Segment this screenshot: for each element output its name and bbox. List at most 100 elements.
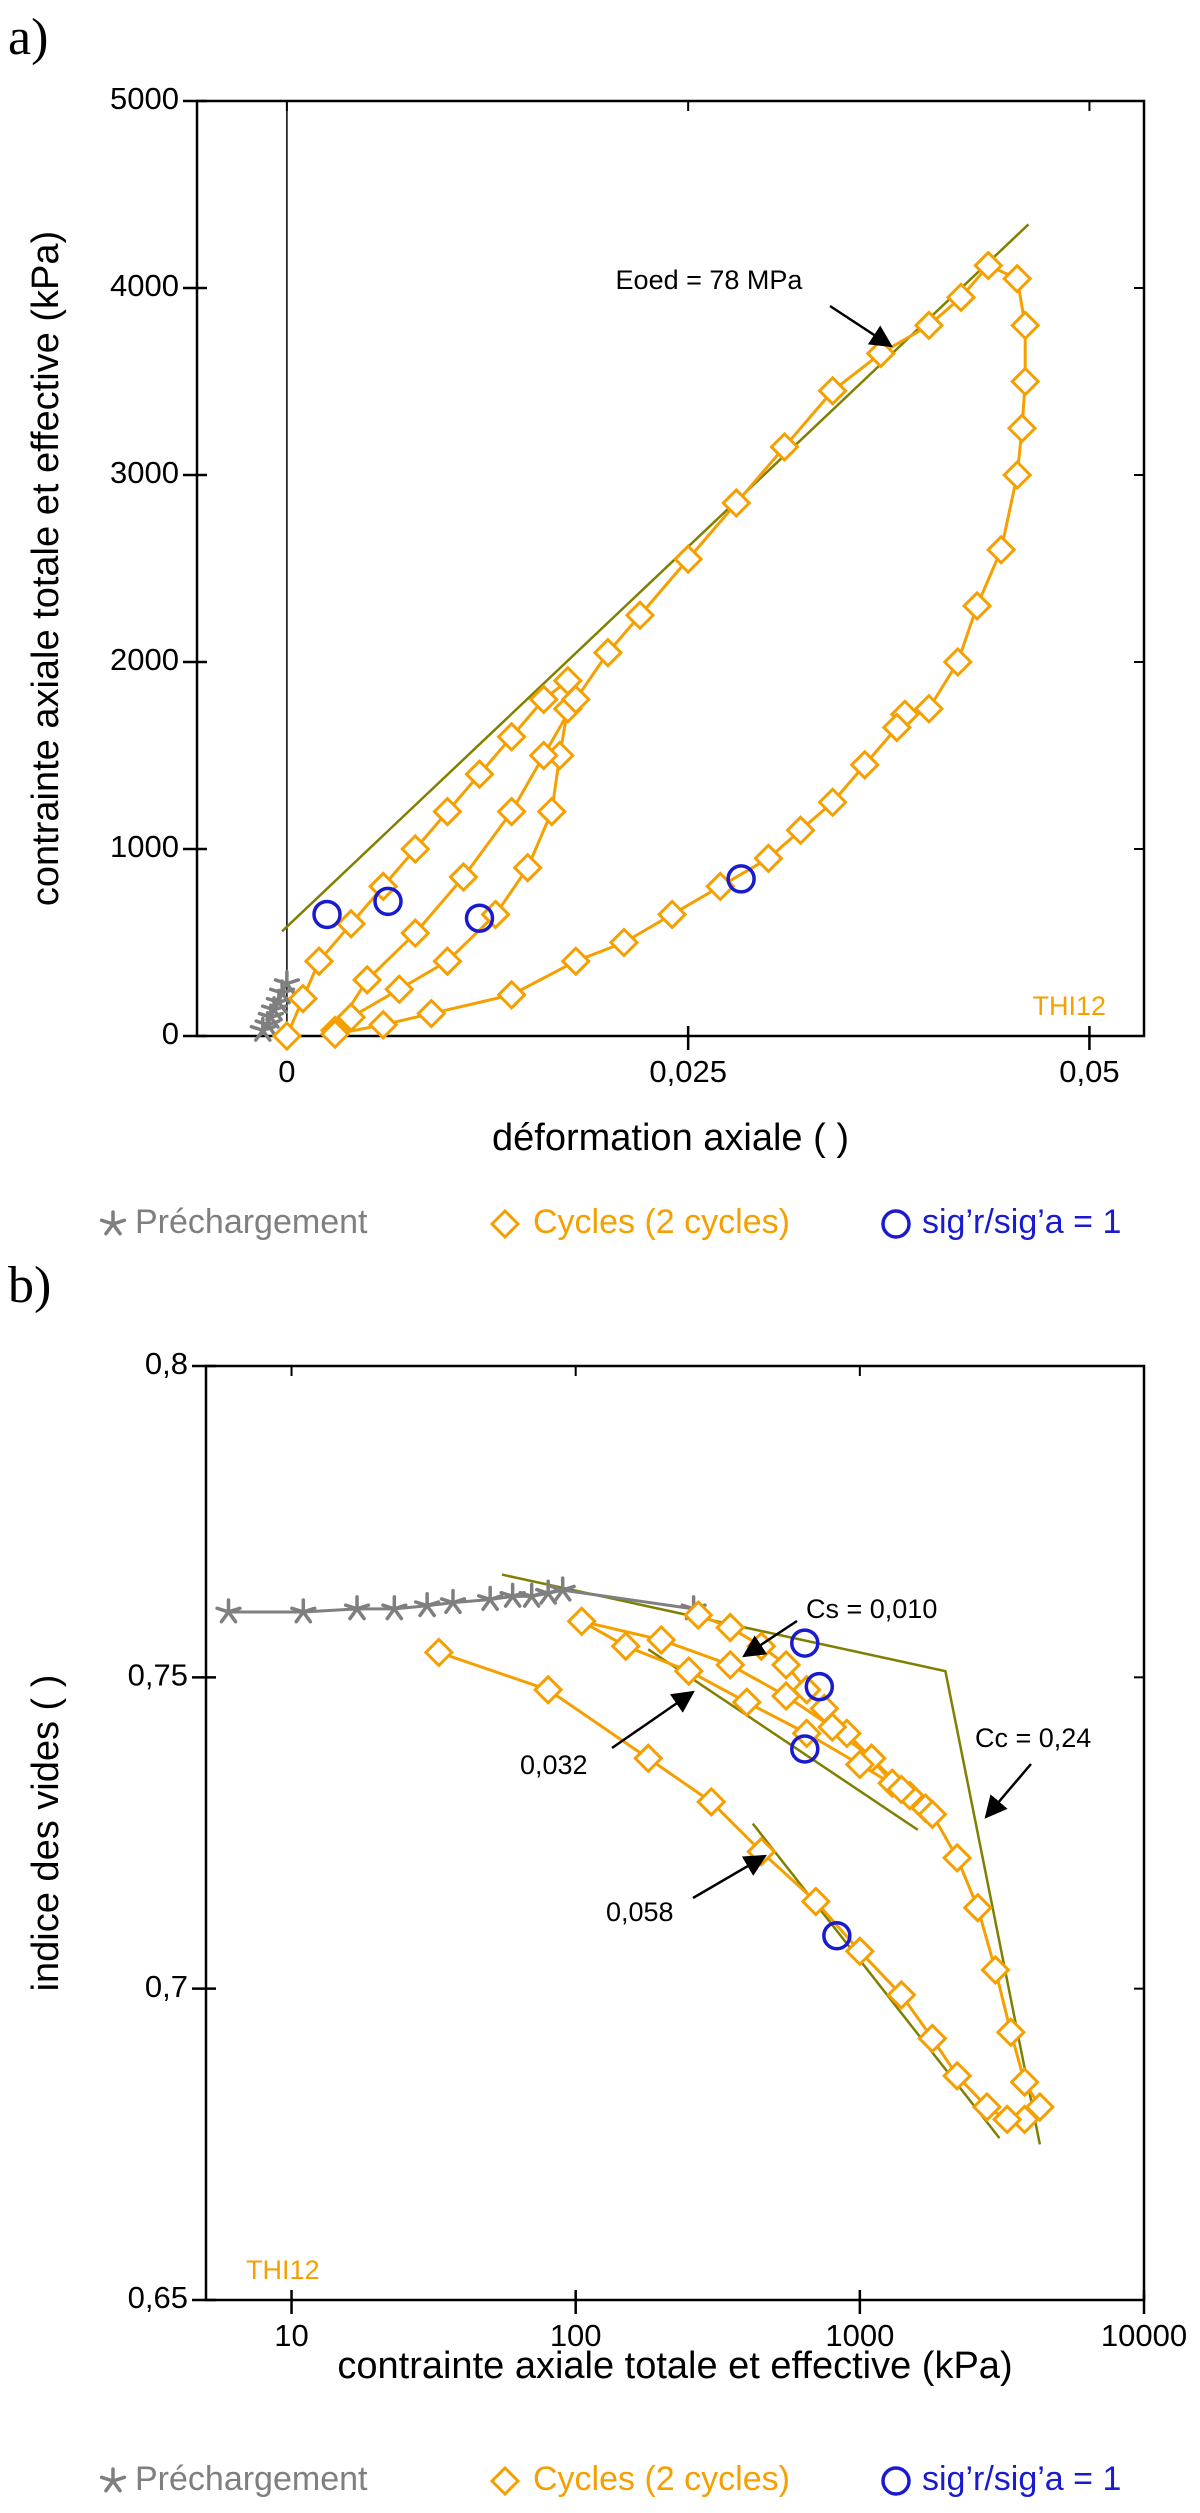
diamond-marker: [566, 1606, 597, 1637]
diamond-marker: [721, 487, 752, 519]
diamond-marker: [1010, 366, 1041, 397]
diamond-marker: [496, 979, 527, 1010]
circle-marker: [822, 1920, 852, 1951]
diamond-marker: [986, 534, 1017, 565]
diamond-marker: [683, 1599, 714, 1631]
diamond-marker: [608, 927, 640, 958]
star-marker: [99, 1210, 127, 1236]
sample-label: THI12: [246, 2255, 320, 2285]
y-tick-label: 4000: [110, 268, 179, 303]
diamond-marker: [368, 1009, 399, 1040]
diamond-marker: [489, 2465, 521, 2497]
diamond-marker: [384, 974, 415, 1005]
trend-line: [501, 1573, 1042, 2145]
circle-marker: [373, 886, 403, 917]
x-tick-label: 1000: [825, 2318, 894, 2353]
star-marker: [99, 2467, 127, 2493]
star-marker: [290, 1598, 317, 1624]
series-line: [285, 264, 1027, 1037]
star-marker: [343, 1595, 371, 1621]
circle-marker: [881, 1209, 911, 1239]
diamond-marker: [352, 964, 383, 996]
y-tick-label: 5000: [110, 81, 179, 116]
diamond-marker: [800, 1886, 831, 1917]
y-tick-label: 2000: [110, 642, 179, 677]
diamond-marker: [528, 740, 559, 771]
star-marker: [476, 1585, 504, 1611]
diamond-marker: [973, 250, 1004, 281]
diamond-marker: [1006, 413, 1038, 444]
y-axis-label: contrainte axiale totale et effective (k…: [25, 231, 67, 906]
diamond-marker: [319, 1019, 351, 1050]
y-tick-label: 0,8: [145, 1346, 188, 1381]
diamond-marker: [696, 1786, 727, 1817]
x-tick-label: 0,025: [649, 1054, 727, 1089]
trend-line: [281, 223, 1030, 933]
annotation: Eoed = 78 MPa: [616, 265, 804, 295]
diamond-marker: [533, 1674, 564, 1705]
diamond-marker: [1009, 2066, 1040, 2098]
diamond-marker: [881, 712, 912, 743]
legend-label: Préchargement: [135, 2460, 368, 2498]
x-tick-label: 0: [278, 1054, 295, 1089]
annotation-arrow: [984, 1763, 1032, 1819]
diamond-marker: [917, 1799, 948, 1830]
diamond-marker: [961, 590, 993, 622]
annotation: 0,058: [606, 1897, 674, 1927]
plot-frame: [195, 99, 1146, 1038]
diamond-marker: [400, 918, 431, 949]
y-tick-label: 0: [162, 1016, 179, 1051]
diamond-marker: [496, 796, 527, 827]
diamond-marker: [962, 1892, 993, 1923]
y-tick-label: 1000: [110, 829, 179, 864]
diamond-marker: [673, 544, 704, 575]
diamond-marker: [1002, 459, 1033, 491]
diamond-marker: [785, 815, 816, 846]
circle-marker: [790, 1734, 820, 1764]
diamond-marker: [844, 1749, 875, 1780]
y-tick-label: 3000: [110, 455, 179, 490]
circle-marker: [726, 864, 756, 894]
x-tick-label: 0,05: [1059, 1054, 1119, 1089]
x-tick-label: 100: [550, 2318, 602, 2353]
diamond-marker: [335, 908, 367, 939]
diamond-marker: [971, 2091, 1003, 2123]
diamond-marker: [560, 684, 591, 715]
diamond-marker: [715, 1612, 746, 1643]
star-marker: [273, 969, 301, 996]
diamond-marker: [942, 2060, 973, 2091]
diamond-marker: [496, 721, 527, 752]
diamond-marker: [423, 1637, 454, 1668]
diamond-marker: [945, 282, 977, 313]
diamond-marker: [528, 684, 559, 715]
y-tick-label: 0,7: [145, 1969, 188, 2004]
diamond-marker: [432, 796, 463, 827]
circle-marker: [881, 2466, 911, 2496]
star-marker: [499, 1582, 526, 1608]
diamond-marker: [656, 899, 688, 930]
diamond-marker: [817, 787, 848, 818]
annotation: Cs = 0,010: [806, 1594, 937, 1624]
diamond-marker: [536, 796, 567, 827]
legend-label: sig’r/sig’a = 1: [922, 2460, 1121, 2498]
legend-label: Cycles (2 cycles): [533, 2460, 790, 2498]
diamond-marker: [886, 1979, 917, 2011]
legend-label: Cycles (2 cycles): [533, 1203, 790, 1241]
diamond-marker: [400, 833, 431, 865]
diamond-marker: [1002, 263, 1033, 294]
diamond-marker: [464, 759, 495, 790]
circle-marker: [312, 899, 342, 930]
x-tick-label: 10: [274, 2318, 308, 2353]
diamond-marker: [942, 646, 973, 678]
diamond-marker: [715, 1649, 746, 1681]
star-marker: [534, 1579, 562, 1605]
circle-marker: [790, 1628, 820, 1658]
annotation: 0,032: [520, 1750, 588, 1780]
diamond-marker: [624, 600, 656, 631]
diamond-marker: [1010, 310, 1041, 341]
diamond-marker: [592, 637, 624, 668]
diamond-marker: [769, 431, 800, 463]
diamond-marker: [849, 749, 880, 780]
diamond-marker: [844, 1936, 875, 1967]
